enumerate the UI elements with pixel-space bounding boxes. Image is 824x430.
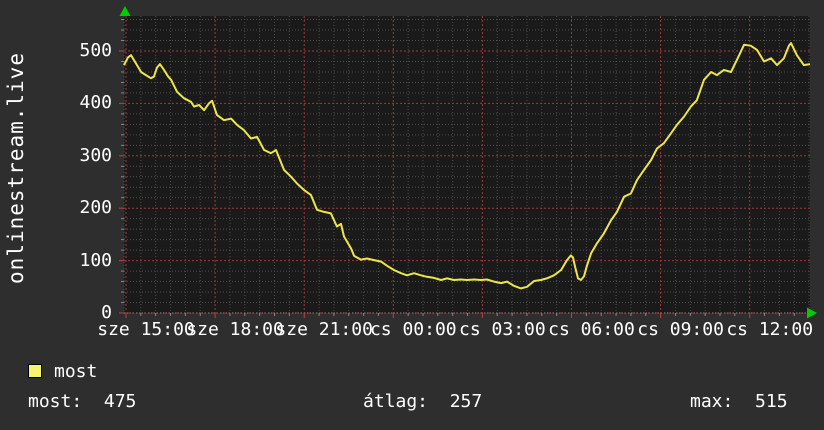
y-tick-label: 300 <box>79 144 112 166</box>
legend-swatch-most <box>28 364 42 378</box>
y-tick-label: 500 <box>79 40 112 61</box>
x-tick-label: cs 12:00 <box>726 319 814 340</box>
y-tick-label: 400 <box>79 92 112 114</box>
x-axis-arrow-right-icon <box>807 307 817 319</box>
x-tick-label: cs 09:00 <box>637 319 724 340</box>
y-tick-label: 200 <box>79 197 112 219</box>
series-line-most <box>123 42 811 290</box>
plot-area <box>124 16 810 313</box>
x-tick-label: sze 18:00 <box>186 319 284 340</box>
x-tick-label: cs 03:00 <box>459 319 546 340</box>
x-tick-label: sze 21:00 <box>275 319 373 340</box>
x-tick-label: sze 15:00 <box>97 319 195 340</box>
graph-title-vertical: onlinestream.live <box>4 52 28 284</box>
y-axis-arrow-up-icon <box>119 6 131 16</box>
y-tick-label: 0 <box>101 302 112 323</box>
legend-label-most: most <box>54 361 98 382</box>
x-tick-label: cs 06:00 <box>548 319 635 340</box>
stat-atlag: átlag: 257 <box>363 391 483 412</box>
x-tick-label: cs 00:00 <box>369 319 457 340</box>
y-tick-label: 100 <box>79 249 112 271</box>
stat-max: max: 515 <box>690 391 788 412</box>
stat-most: most: 475 <box>28 391 137 412</box>
